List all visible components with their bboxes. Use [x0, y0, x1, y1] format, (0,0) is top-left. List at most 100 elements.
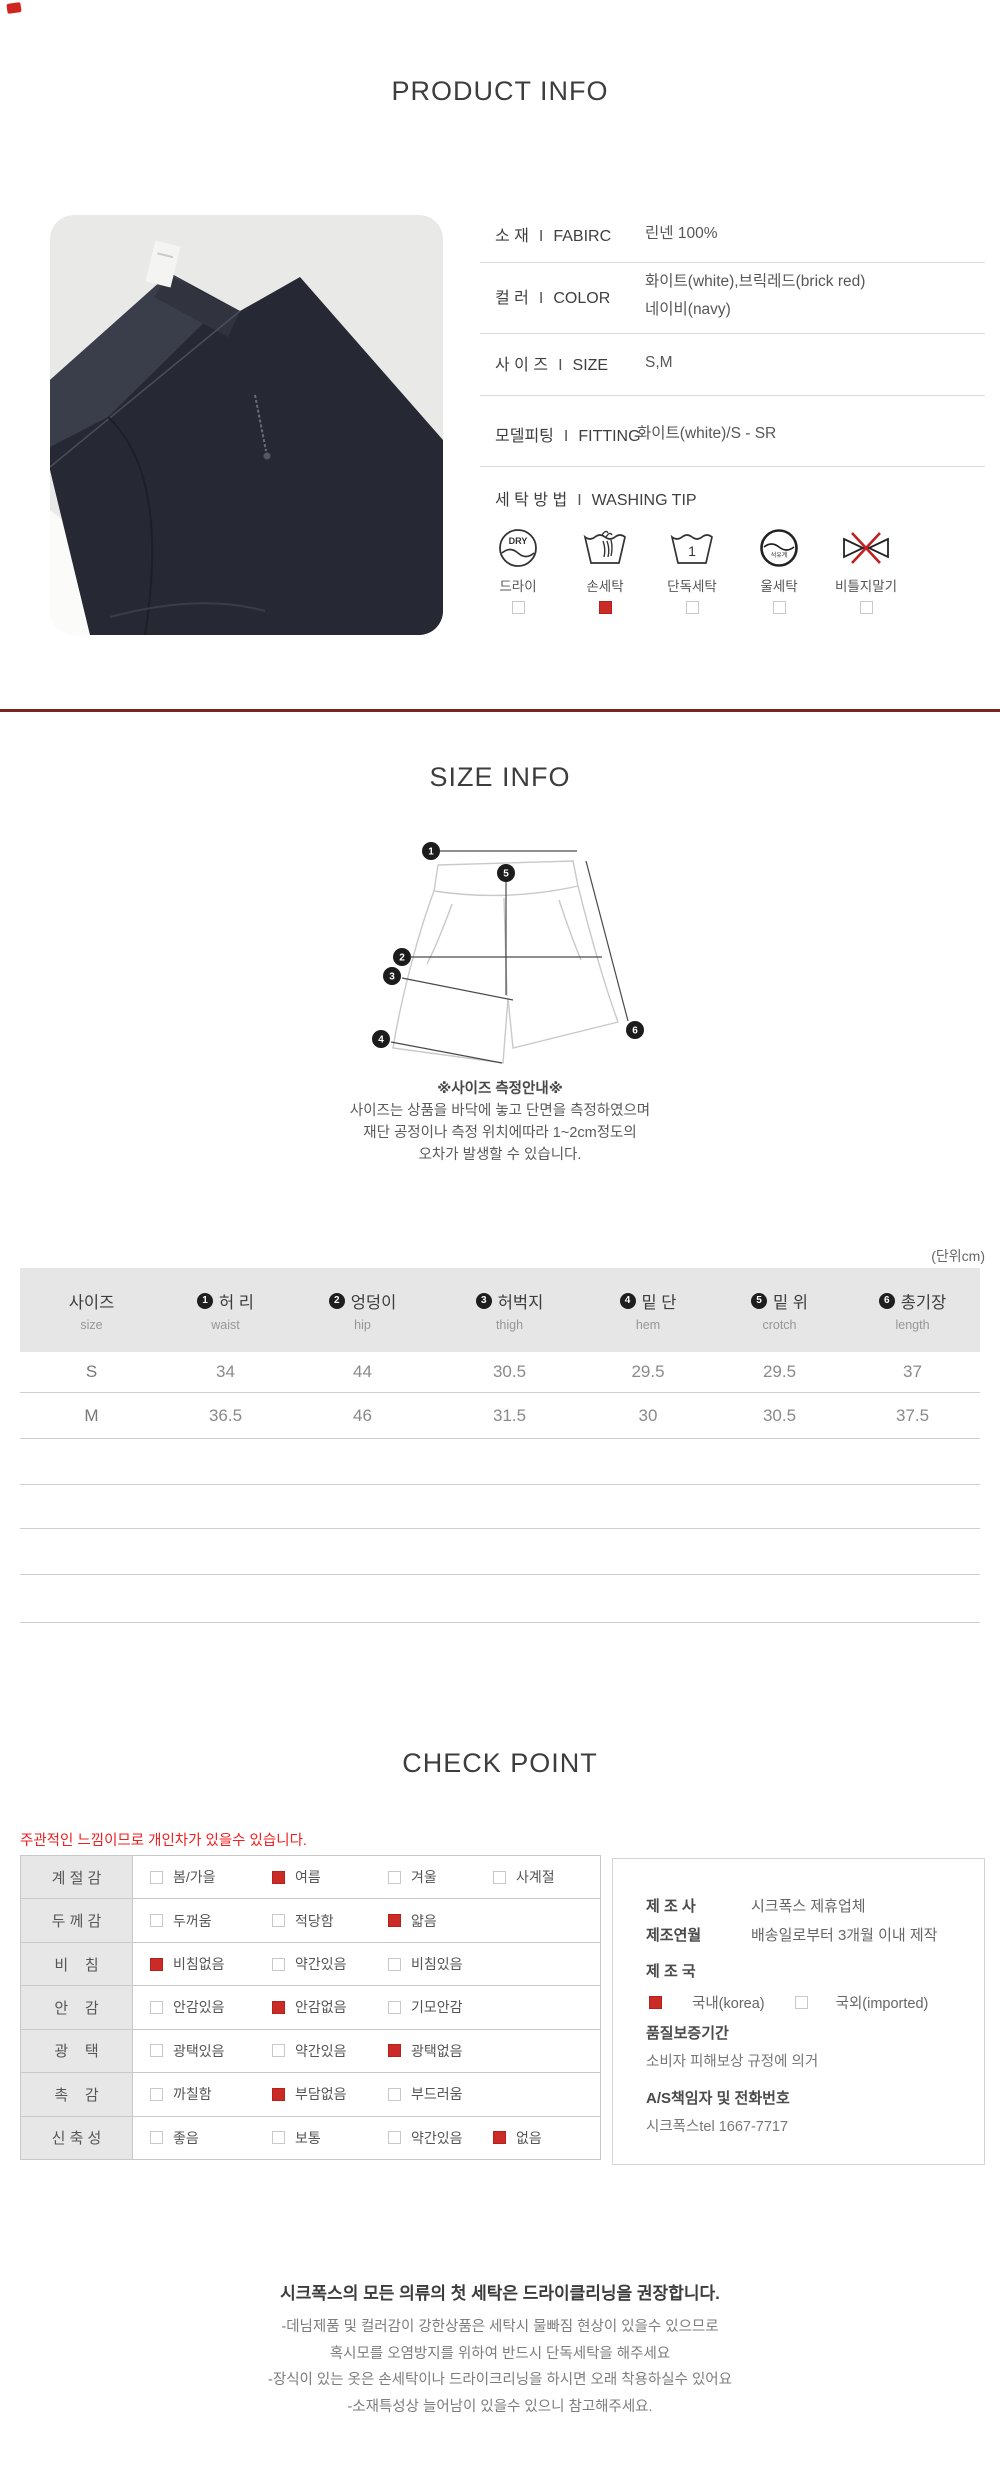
svg-text:3: 3	[389, 972, 395, 983]
checkbox-icon	[388, 2000, 401, 2014]
washing-icons-row: DRY 드라이 손세탁 1 단독세탁	[476, 527, 908, 614]
no-wring-icon	[843, 532, 889, 564]
checkbox-icon	[272, 1870, 285, 1884]
divider	[480, 262, 985, 263]
washing-tip-label: 세 탁 방 법 I WASHING TIP	[495, 492, 697, 509]
care-headline: 시크폭스의 모든 의류의 첫 세탁은 드라이클리닝을 권장합니다.	[280, 2284, 720, 2303]
svg-text:1: 1	[428, 847, 434, 858]
checkbox-icon	[511, 601, 525, 614]
checkbox-icon	[493, 2131, 506, 2145]
checkbox-icon	[272, 1957, 285, 1971]
option: 보통	[272, 2128, 321, 2148]
wool-wash-icon: 석유계	[760, 529, 798, 567]
mfg-date-row: 제조연월 배송일로부터 3개월 이내 제작	[646, 1927, 938, 1944]
unit-label: (단위cm)	[931, 1248, 985, 1264]
svg-text:6: 6	[632, 1026, 638, 1037]
empty-size-row	[20, 1485, 980, 1529]
row-lining: 안 감 안감있음 안감없음 기모안감	[21, 1986, 600, 2030]
option: 까칠함	[150, 2084, 212, 2104]
checkbox-icon	[388, 1957, 401, 1971]
warranty-value: 소비자 피해보상 규정에 의거	[646, 2054, 819, 2070]
color-value: 화이트(white),브릭레드(brick red) 네이비(navy)	[645, 273, 866, 318]
number-badge: 4	[619, 1292, 636, 1309]
svg-text:2: 2	[399, 953, 405, 964]
maker-row: 제 조 사 시크폭스 제휴업체	[646, 1898, 866, 1915]
option: 좋음	[150, 2128, 199, 2148]
row-texture: 촉 감 까칠함 부담없음 부드러움	[21, 2073, 600, 2117]
country-label: 제 조 국	[646, 1963, 696, 1980]
wash-label: 비틀지말기	[834, 579, 898, 594]
option: 광택있음	[150, 2041, 225, 2061]
option: 비침있음	[388, 1954, 463, 1974]
svg-text:5: 5	[503, 869, 509, 880]
checkbox-icon	[150, 2131, 163, 2145]
size-value: S,M	[645, 354, 673, 371]
checkbox-icon	[859, 601, 873, 614]
as-contact-value: 시크폭스tel 1667-7717	[646, 2119, 789, 2135]
product-photo	[50, 215, 443, 635]
option: 얇음	[388, 1911, 437, 1931]
wash-label: 드라이	[499, 579, 537, 594]
checkbox-icon	[388, 1914, 401, 1928]
measurement-note: ※사이즈 측정안내※ 사이즈는 상품을 바닥에 놓고 단면을 측정하였으며 재단…	[349, 1081, 651, 1163]
option: 봄/가을	[150, 1867, 216, 1887]
number-badge: 1	[197, 1292, 214, 1309]
fitting-value: 화이트(white)/S - SR	[637, 425, 777, 442]
checkbox-icon	[272, 2087, 285, 2101]
divider	[480, 466, 985, 467]
checkbox-icon	[493, 1870, 506, 1884]
empty-size-row	[20, 1575, 980, 1623]
option: 겨울	[388, 1867, 437, 1887]
fabric-label: 소 재 I FABIRC	[495, 228, 612, 245]
row-gloss: 광 택 광택있음 약간있음 광택없음	[21, 2029, 600, 2074]
wash-label: 울세탁	[760, 579, 798, 594]
checkbox-icon	[150, 2000, 163, 2014]
empty-size-row	[20, 1529, 980, 1575]
option: 안감있음	[150, 1997, 225, 2017]
check-point-table: 계 절 감 봄/가을 여름 겨울 사계절 두 께 감 두꺼움 적당함 얇음 비 …	[20, 1855, 601, 2160]
svg-text:1: 1	[688, 543, 696, 559]
red-corner-mark	[6, 2, 22, 14]
wash-item-hand-wash: 손세탁	[563, 527, 647, 614]
check-point-title: CHECK POINT	[402, 1748, 598, 1778]
empty-size-row	[20, 1439, 980, 1485]
number-badge: 3	[475, 1292, 492, 1309]
checkbox-icon	[649, 1996, 662, 2009]
checkbox-icon	[272, 2044, 285, 2058]
row-stretch: 신 축 성 좋음 보통 약간있음 없음	[21, 2116, 600, 2159]
shorts-measurement-diagram: 1 2 3 4 5 6	[372, 842, 644, 1064]
checkbox-icon	[685, 601, 699, 614]
svg-text:DRY: DRY	[509, 536, 528, 546]
checkbox-icon	[150, 2044, 163, 2058]
product-info-title: PRODUCT INFO	[391, 76, 609, 106]
option: 광택없음	[388, 2041, 463, 2061]
option: 약간있음	[272, 2041, 347, 2061]
size-info-title: SIZE INFO	[429, 762, 571, 792]
size-row-s: S 34 44 30.5 29.5 29.5 37	[20, 1352, 980, 1393]
wash-label: 단독세탁	[667, 579, 717, 594]
subjective-note: 주관적인 느낌이므로 개인차가 있을수 있습니다.	[20, 1833, 307, 1849]
dry-clean-icon: DRY	[499, 529, 537, 567]
as-contact-label: A/S책임자 및 전화번호	[646, 2090, 790, 2107]
option: 두꺼움	[150, 1911, 212, 1931]
option: 사계절	[493, 1867, 555, 1887]
svg-text:4: 4	[378, 1035, 384, 1046]
number-badge: 6	[878, 1292, 895, 1309]
row-season: 계 절 감 봄/가을 여름 겨울 사계절	[21, 1856, 600, 1900]
checkbox-icon	[272, 2000, 285, 2014]
checkbox-icon	[388, 2044, 401, 2058]
wash-item-no-wring: 비틀지말기	[824, 527, 908, 614]
warranty-label: 품질보증기간	[646, 2025, 729, 2042]
row-thickness: 두 께 감 두꺼움 적당함 얇음	[21, 1899, 600, 1943]
checkbox-icon	[794, 1996, 808, 2009]
checkbox-icon	[388, 2087, 401, 2101]
option: 비침없음	[150, 1954, 225, 1974]
color-label: 컬 러 I COLOR	[495, 290, 611, 307]
checkbox-icon	[272, 2131, 285, 2145]
option: 적당함	[272, 1911, 334, 1931]
checkbox-icon	[388, 2131, 401, 2145]
option: 기모안감	[388, 1997, 463, 2017]
